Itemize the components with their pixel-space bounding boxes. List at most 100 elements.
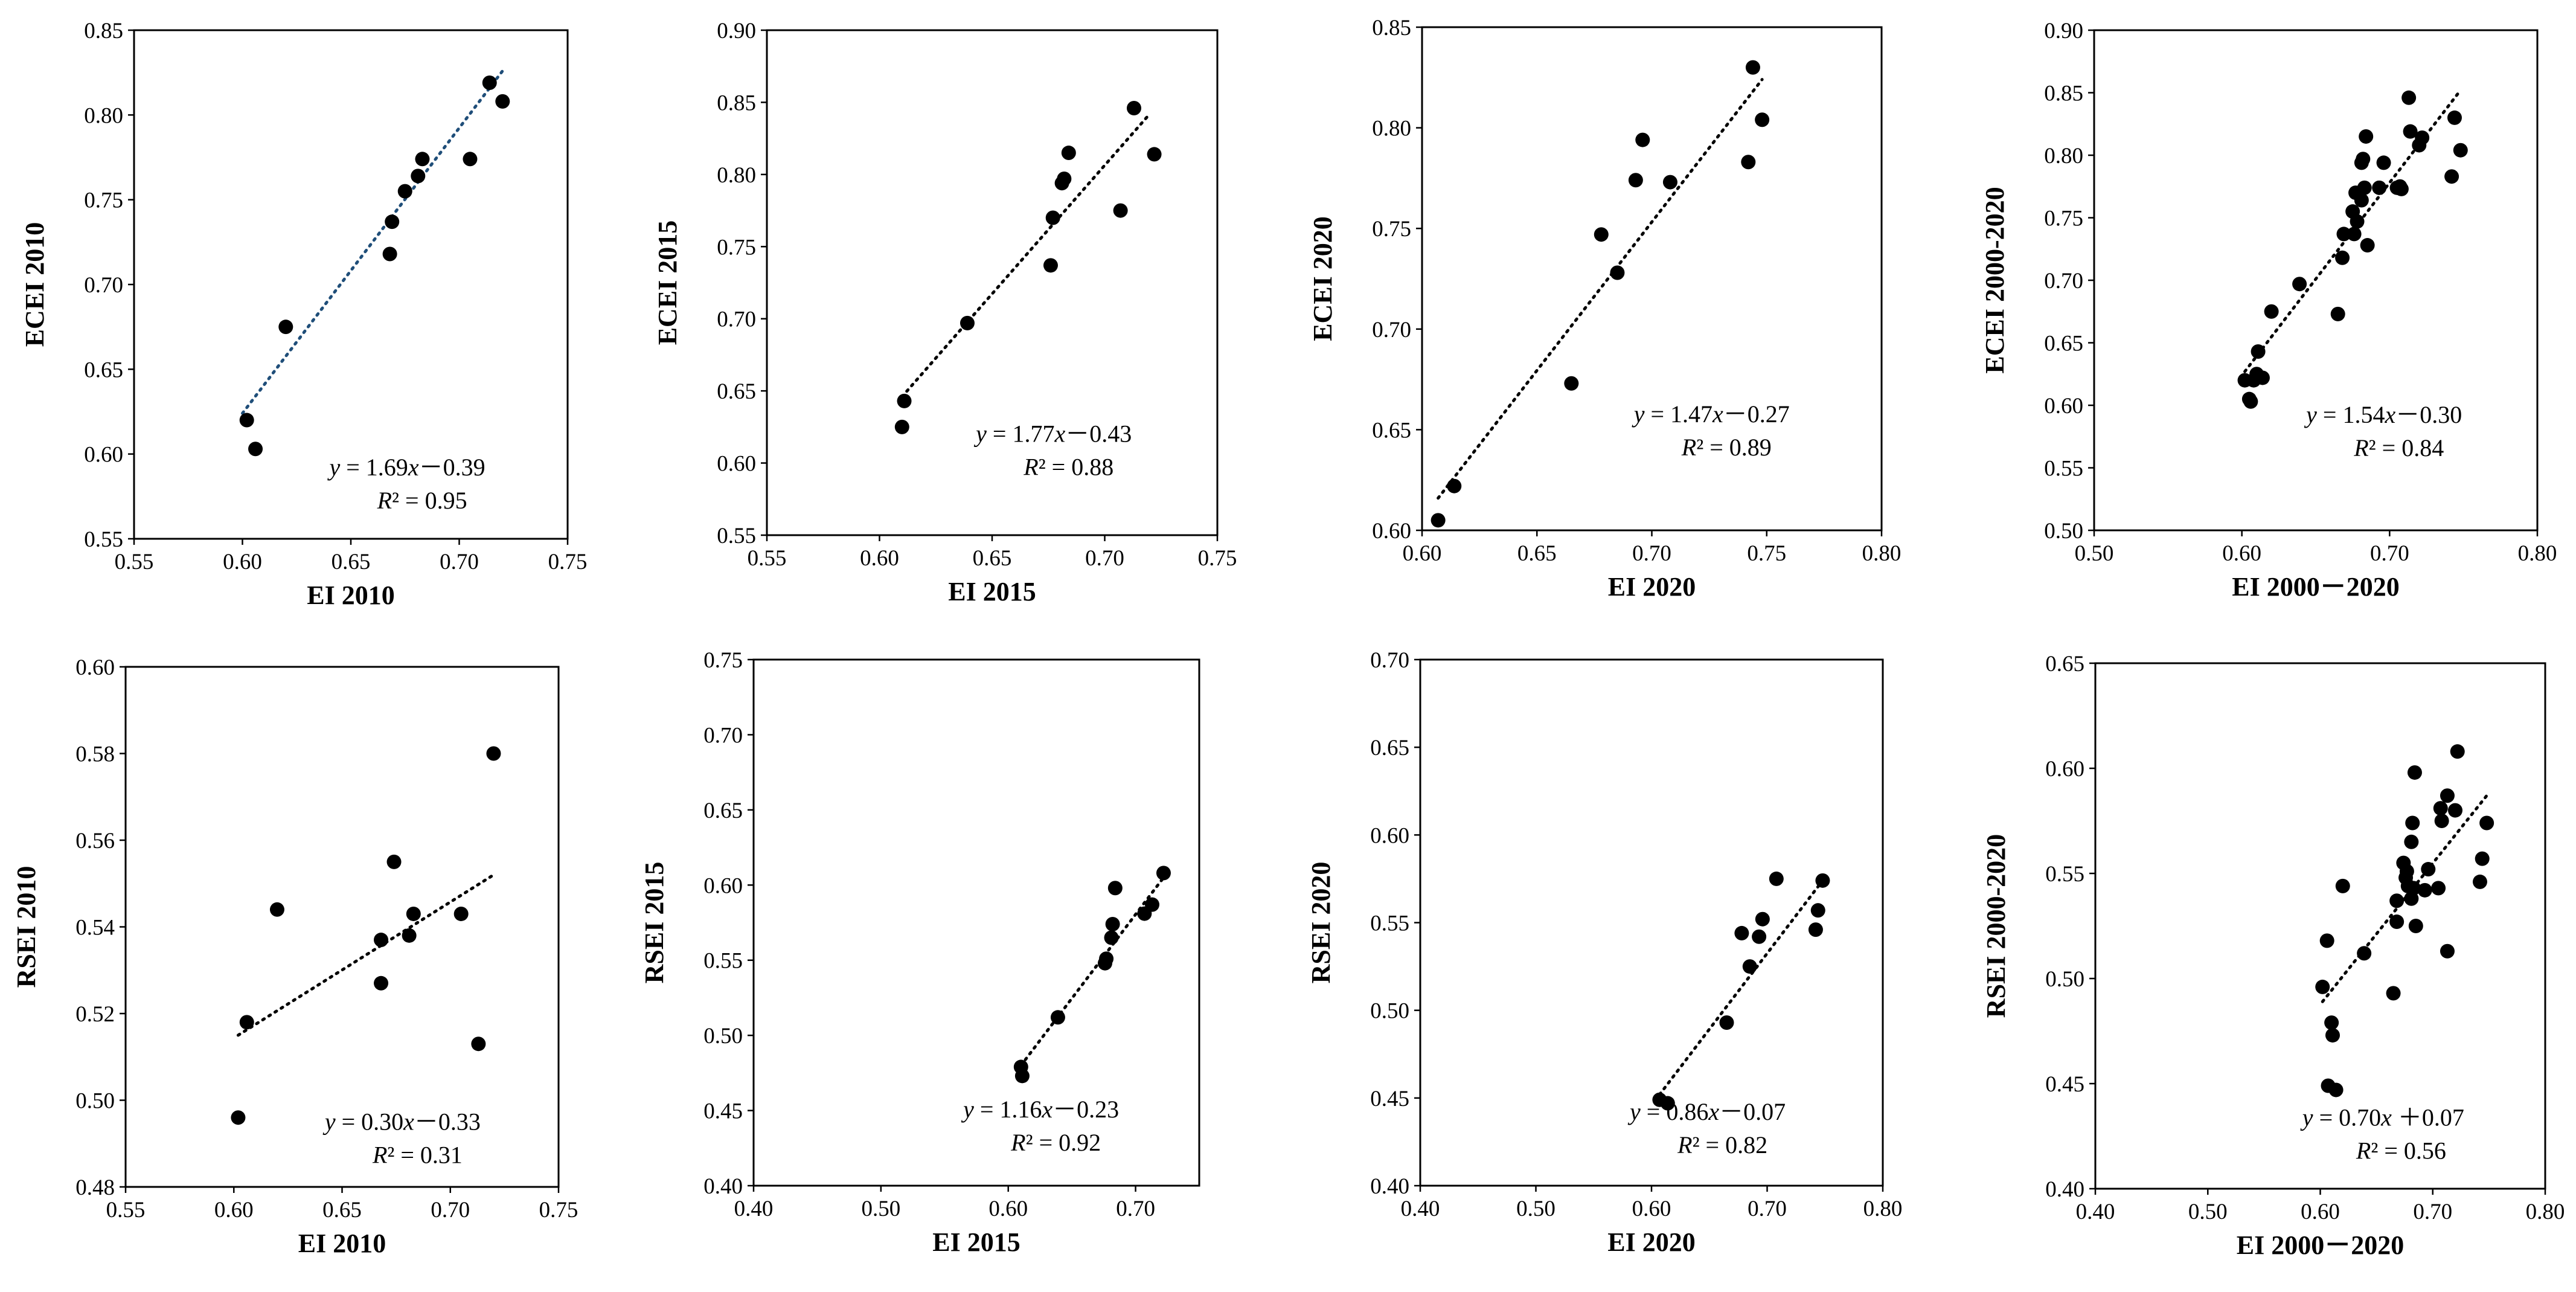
x-tick-label: 0.75 [1747, 541, 1786, 566]
y-tick-label: 0.50 [1370, 999, 1409, 1024]
equation-coef: = 0.30 [336, 1108, 404, 1135]
r-squared: R² = 0.31 [372, 1141, 463, 1168]
y-tick-label: 0.50 [703, 1024, 743, 1049]
y-tick-label: 0.54 [75, 916, 115, 940]
data-point [2372, 180, 2387, 195]
y-tick-label: 0.70 [84, 273, 123, 298]
trendline [241, 69, 504, 415]
equation-intercept: －0.07 [1719, 1098, 1786, 1125]
equation-y: y [973, 420, 987, 447]
y-tick-label: 0.40 [1370, 1174, 1409, 1199]
data-point [1105, 916, 1120, 931]
data-point [2453, 143, 2468, 158]
y-tick-label: 0.40 [703, 1174, 743, 1199]
x-tick-label: 0.65 [1517, 541, 1557, 566]
y-tick-label: 0.40 [2045, 1177, 2084, 1202]
data-point [2389, 914, 2405, 930]
equation-intercept: －0.43 [1065, 420, 1132, 447]
x-tick-label: 0.75 [548, 550, 588, 574]
x-tick-label: 0.70 [1116, 1197, 1155, 1221]
r-squared-symbol: R [1023, 453, 1038, 480]
data-point [1147, 147, 1162, 162]
y-tick-label: 0.45 [703, 1099, 743, 1124]
x-tick-label: 0.60 [1403, 541, 1442, 566]
y-tick-label: 0.90 [717, 19, 756, 43]
data-point [897, 393, 912, 408]
y-axis-title: RSEI 2010 [11, 866, 41, 988]
chart-panel-rsei-2020: 0.40 0.50 0.60 0.70 0.80 0.40 0.45 0.50 0.55 0.60… [1306, 648, 1902, 1257]
equation-x: x [403, 1108, 414, 1135]
plot-frame [752, 658, 1200, 1187]
x-axis-title: EI 2015 [948, 577, 1036, 606]
data-point [2328, 1082, 2344, 1098]
data-point [2324, 1015, 2339, 1030]
r-squared: R² = 0.95 [377, 487, 467, 514]
data-point [453, 906, 469, 921]
x-tick-label: 0.50 [2075, 541, 2114, 566]
chart-panel-ecei-2020: 0.60 0.65 0.70 0.75 0.80 0.60 0.65 0.70 0.75 0.80… [1308, 16, 1901, 602]
r-squared: R² = 0.84 [2353, 434, 2444, 461]
y-tick-label: 0.65 [84, 358, 123, 382]
data-point [1126, 100, 1141, 115]
equation-coef: = 1.54 [2317, 401, 2385, 428]
data-point [2394, 181, 2409, 196]
trendline [1019, 876, 1165, 1067]
x-tick-label: 0.55 [748, 546, 787, 571]
regression-equation: y = 1.47x－0.27 [1632, 400, 1790, 428]
y-tick-label: 0.85 [717, 91, 756, 115]
data-point [495, 94, 510, 109]
data-point [1660, 1096, 1675, 1111]
data-point [2406, 881, 2421, 896]
x-tick-label: 0.80 [2518, 541, 2557, 566]
y-tick-label: 0.75 [703, 648, 743, 673]
data-point [1815, 873, 1830, 888]
r-squared-value: ² = 0.92 [1026, 1129, 1101, 1156]
data-point [397, 184, 412, 199]
y-tick-label: 0.60 [1370, 823, 1409, 848]
x-tick-label: 0.80 [1862, 541, 1902, 566]
data-point [1156, 866, 1171, 881]
data-point [1741, 155, 1756, 170]
r-squared-symbol: R [1677, 1131, 1692, 1159]
r-squared-symbol: R [2356, 1137, 2371, 1165]
regression-equation: y = 1.77x－0.43 [973, 420, 1132, 447]
x-tick-label: 0.75 [539, 1198, 578, 1223]
data-point [1057, 172, 1072, 187]
r-squared-symbol: R [1010, 1129, 1025, 1156]
equation-intercept: －0.33 [414, 1108, 481, 1135]
chart-panel-ecei-2015: 0.55 0.60 0.65 0.70 0.75 0.55 0.60 0.65 0.70 0.75… [653, 19, 1237, 606]
data-point [1755, 112, 1770, 127]
data-point [1662, 175, 1677, 190]
regression-equation: y = 1.16x－0.23 [961, 1096, 1119, 1123]
y-tick-label: 0.65 [703, 799, 743, 823]
x-axis-title: EI 2000－2020 [2232, 572, 2399, 602]
equation-coef: = 0.70 [2313, 1104, 2382, 1131]
y-tick-label: 0.56 [75, 829, 115, 853]
data-point [2408, 919, 2423, 933]
equation-y: y [961, 1096, 974, 1123]
data-point [411, 169, 426, 184]
data-point [231, 1110, 246, 1125]
y-tick-label: 0.50 [2044, 519, 2083, 544]
x-tick-label: 0.65 [332, 550, 371, 574]
data-point [2403, 124, 2418, 139]
data-point [1113, 203, 1128, 218]
data-point [482, 76, 497, 91]
trendline [236, 873, 495, 1037]
y-axis-title: RSEI 2000-2020 [1981, 834, 2011, 1018]
data-point [2319, 933, 2334, 948]
data-point [2243, 394, 2258, 409]
data-point [2359, 129, 2374, 144]
data-point [2433, 801, 2448, 816]
y-tick-label: 0.55 [1370, 911, 1409, 936]
regression-equation: y = 1.54x－0.30 [2304, 401, 2462, 428]
x-tick-label: 0.80 [2526, 1200, 2565, 1224]
chart-panel-ecei-2010: 0.55 0.60 0.65 0.70 0.75 0.55 0.60 0.65 0.70 0.75… [20, 19, 587, 610]
equation-intercept: －0.27 [1723, 400, 1790, 428]
equation-y: y [1632, 400, 1645, 428]
data-point [2448, 803, 2462, 818]
data-point [2417, 882, 2432, 898]
data-point [1752, 929, 1767, 944]
data-point [1810, 903, 1825, 918]
data-point [239, 413, 254, 428]
